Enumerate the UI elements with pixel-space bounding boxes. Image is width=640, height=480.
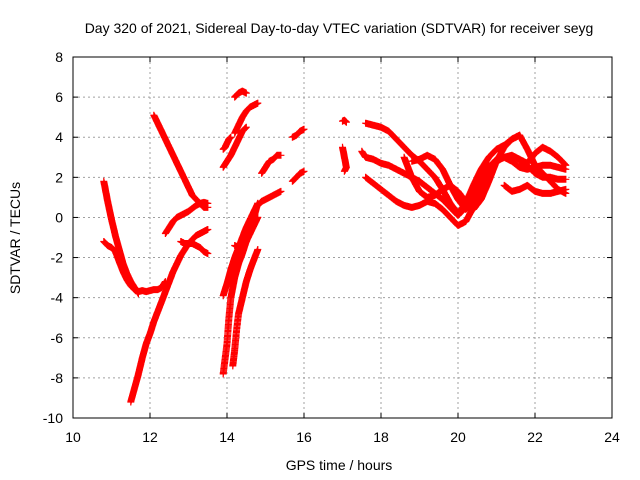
series-arc-27 (516, 157, 570, 183)
series-arc-17 (288, 167, 308, 185)
series-arc-12 (219, 123, 250, 171)
series-arc-14 (231, 87, 250, 101)
series-arc-16 (254, 187, 285, 209)
series-arc-2 (100, 238, 169, 296)
y-tick-label: 8 (55, 49, 63, 65)
data-point-markers (339, 116, 350, 126)
data-point-markers (100, 177, 142, 298)
data-point-markers (161, 198, 212, 237)
data-point-markers (231, 87, 250, 101)
x-axis-label: GPS time / hours (286, 457, 393, 473)
series-arc-15 (258, 151, 285, 177)
data-point-markers (219, 133, 235, 153)
data-point-markers (150, 111, 212, 211)
y-tick-label: -6 (51, 330, 64, 346)
y-tick-label: -8 (51, 370, 64, 386)
x-tick-label: 18 (373, 429, 389, 445)
series-arc-20 (339, 143, 350, 175)
data-point-markers (288, 125, 308, 141)
series-arc-10 (231, 213, 262, 251)
x-tick-label: 24 (604, 429, 620, 445)
y-tick-label: 2 (55, 169, 63, 185)
data-point-markers (100, 238, 169, 296)
y-tick-label: 4 (55, 129, 63, 145)
data-point-markers (127, 226, 212, 406)
series-arc-5 (161, 198, 212, 237)
series-arc-13 (231, 99, 262, 137)
y-tick-label: -10 (43, 410, 63, 426)
plot-frame (72, 56, 613, 419)
y-tick-label: -4 (51, 290, 64, 306)
data-point-markers (231, 213, 262, 251)
series-arc-6 (177, 238, 212, 257)
series-arc-9 (219, 199, 262, 300)
data-point-markers (219, 123, 250, 171)
y-axis-label: SDTVAR / TECUs (7, 182, 23, 294)
data-point-markers (254, 187, 285, 209)
y-tick-label: -2 (51, 250, 64, 266)
series-arc-8 (229, 246, 262, 370)
data-point-markers (177, 238, 212, 257)
data-point-markers (219, 199, 262, 300)
series-arc-3 (127, 226, 212, 406)
x-tick-label: 12 (142, 429, 158, 445)
grid-layer (73, 57, 612, 418)
series-arc-25 (408, 143, 570, 213)
points-layer (100, 87, 570, 406)
data-point-markers (408, 143, 570, 213)
y-tick-label: 6 (55, 89, 63, 105)
data-point-markers (500, 181, 570, 197)
data-point-markers (231, 99, 262, 137)
x-tick-label: 14 (219, 429, 235, 445)
data-point-markers (516, 157, 570, 183)
x-tick-label: 16 (296, 429, 312, 445)
series-arc-4 (150, 111, 212, 211)
x-tick-label: 22 (527, 429, 543, 445)
y-tick-label: 0 (55, 209, 63, 225)
chart-title: Day 320 of 2021, Sidereal Day-to-day VTE… (85, 20, 594, 36)
series-arc-19 (339, 116, 350, 126)
series-arc-26 (500, 181, 570, 197)
data-point-markers (288, 167, 308, 185)
series-arc-1 (100, 177, 142, 298)
data-point-markers (229, 246, 262, 370)
series-arc-18 (288, 125, 308, 141)
data-point-markers (258, 151, 285, 177)
series-arc-11 (219, 133, 235, 153)
data-point-markers (339, 143, 350, 175)
x-tick-label: 20 (450, 429, 466, 445)
x-tick-label: 10 (65, 429, 81, 445)
